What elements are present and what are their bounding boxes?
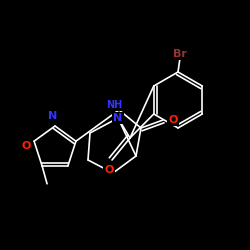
Text: O: O — [168, 115, 178, 125]
Text: Br: Br — [173, 49, 187, 59]
Text: O: O — [104, 165, 114, 175]
Text: N: N — [114, 113, 122, 123]
Text: N: N — [48, 111, 58, 121]
Text: NH: NH — [106, 100, 122, 110]
Text: O: O — [22, 141, 31, 151]
